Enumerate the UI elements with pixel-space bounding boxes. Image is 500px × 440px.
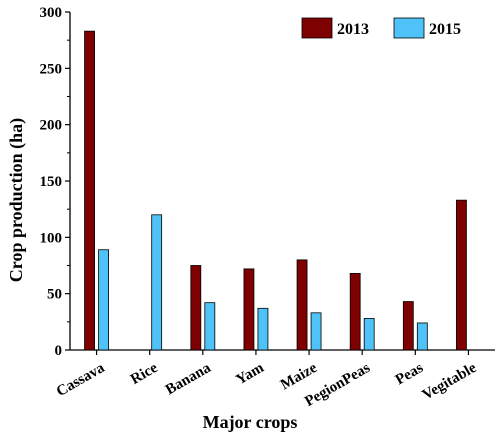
x-tick-label: Yam: [233, 360, 267, 389]
bar-2013-pegionpeas: [349, 272, 361, 351]
legend-swatch-2015: [393, 17, 425, 39]
y-tick-label: 250: [40, 61, 63, 77]
y-tick-label: 200: [40, 118, 63, 134]
bar-2015-banana: [204, 302, 216, 351]
bar-2015-cassava: [98, 249, 109, 351]
bar-2015-peas: [416, 322, 428, 351]
y-tick-label: 300: [40, 5, 63, 21]
bar-2013-maize: [296, 259, 308, 351]
y-axis: 0 50 100 150 200 250 300: [40, 5, 70, 359]
y-tick-label: 100: [40, 230, 63, 246]
x-tick-label: Maize: [278, 360, 320, 394]
legend: 2013 2015: [301, 17, 461, 39]
x-tick-label: Peas: [393, 360, 426, 389]
x-tick-label: Rice: [128, 360, 161, 388]
legend-label-2015: 2015: [429, 21, 461, 38]
y-tick-label: 50: [47, 287, 62, 303]
bar-2015-rice: [151, 214, 163, 351]
y-tick-label: 0: [55, 343, 63, 359]
bar-2015-maize: [310, 312, 322, 351]
bar-2013-vegitable: [456, 199, 467, 351]
x-axis-title: Major crops: [203, 412, 298, 432]
bar-2013-banana: [190, 265, 202, 351]
bar-2013-cassava: [84, 30, 95, 351]
legend-swatch-2013: [301, 17, 333, 39]
y-axis-title: Crop production (ha): [6, 118, 27, 282]
x-tick-label: Cassava: [54, 360, 108, 400]
x-tick-label: Vegitable: [420, 360, 480, 404]
bar-2015-yam: [257, 307, 269, 351]
bar-2015-pegionpeas: [363, 318, 375, 351]
legend-label-2013: 2013: [337, 21, 369, 38]
x-tick-label: Banana: [163, 360, 214, 399]
y-tick-label: 150: [40, 174, 63, 190]
bar-2013-peas: [402, 301, 414, 351]
bars-group: [84, 30, 467, 351]
bar-2013-yam: [243, 268, 255, 351]
plot-area: [69, 12, 495, 351]
